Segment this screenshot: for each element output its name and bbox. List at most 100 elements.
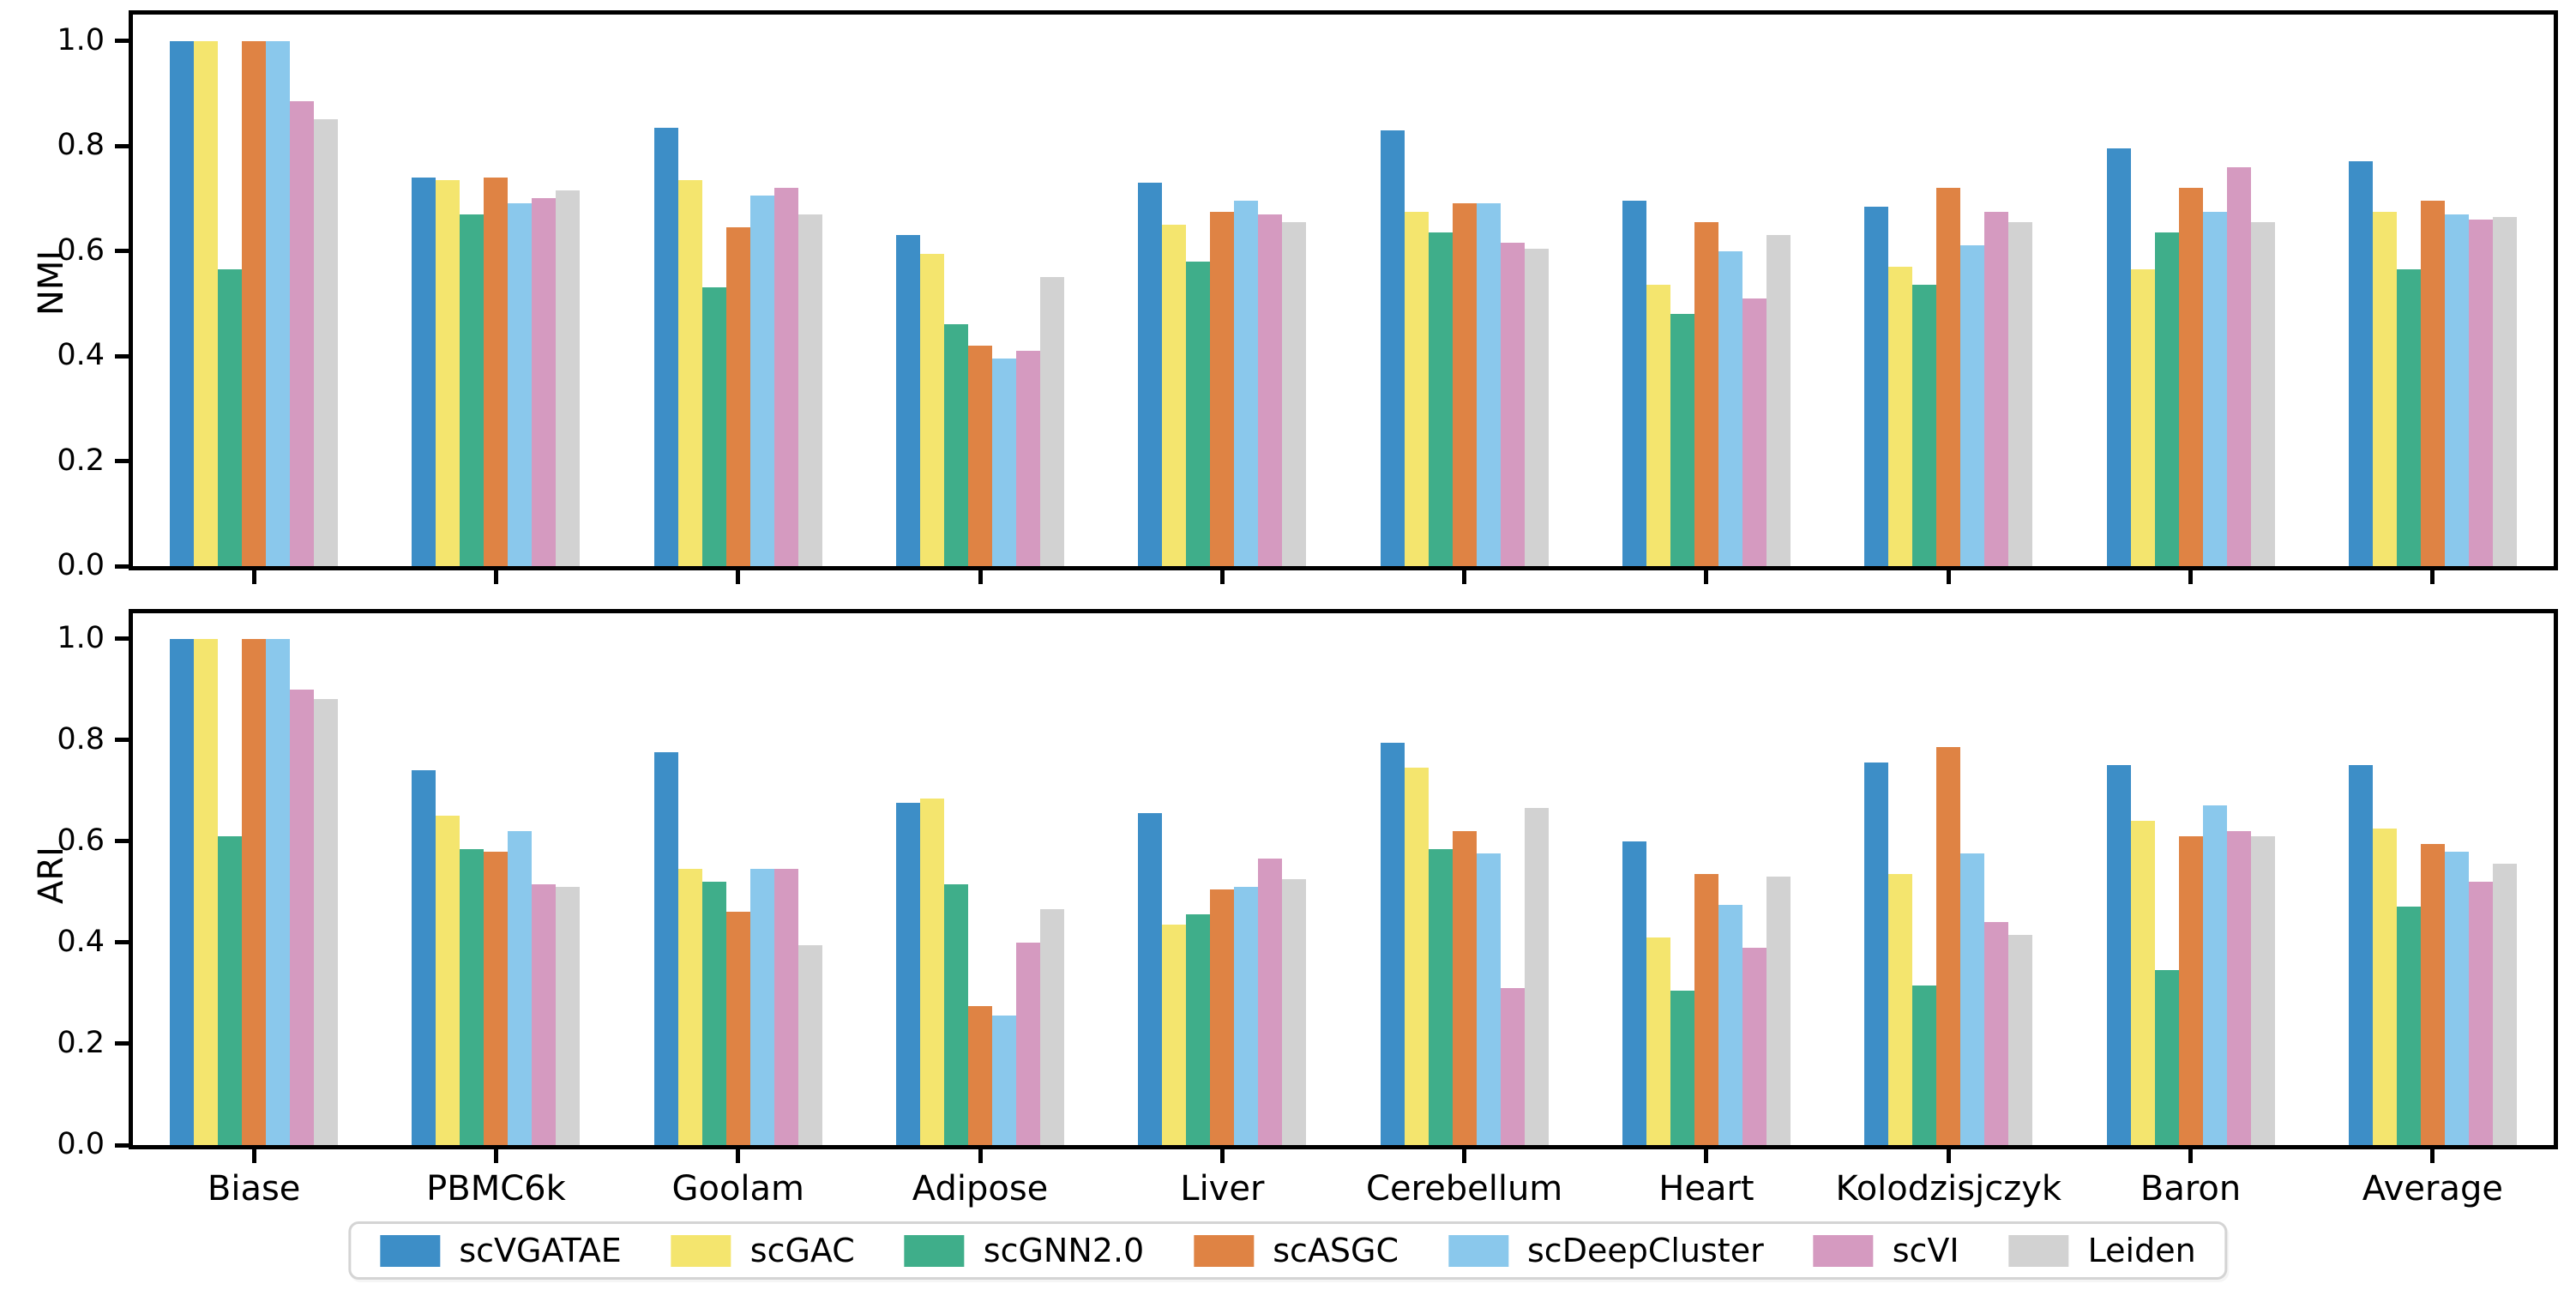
bar-scDeepCluster-Biase — [266, 638, 291, 1145]
bar-scASGC-Goolam — [725, 227, 750, 566]
legend-label: scGAC — [749, 1232, 855, 1269]
bar-scASGC-Liver — [1210, 889, 1235, 1145]
bar-scGNN2.0-Cerebellum — [1428, 848, 1453, 1145]
x-tick-mark — [978, 1149, 983, 1163]
bar-scDeepCluster-Cerebellum — [1476, 853, 1501, 1145]
bar-scDeepCluster-Liver — [1234, 886, 1259, 1145]
x-category-label-pbmc6k: PBMC6k — [426, 1169, 566, 1209]
bar-Leiden-Adipose — [1040, 909, 1065, 1145]
x-tick-mark — [736, 1149, 741, 1163]
bar-scDeepCluster-Average — [2444, 851, 2469, 1145]
bar-scASGC-Heart — [1694, 221, 1718, 566]
bar-scVI-Liver — [1258, 214, 1283, 566]
y-tick-label: 0.8 — [57, 721, 105, 757]
legend-swatch-icon — [2008, 1234, 2069, 1267]
bar-scGNN2.0-Baron — [2154, 970, 2179, 1145]
y-tick-mark — [115, 940, 129, 945]
bar-scDeepCluster-Kolodzisjczyk — [1960, 245, 1985, 566]
bar-scASGC-Biase — [242, 40, 267, 566]
y-tick-mark — [115, 39, 129, 44]
y-tick-label: 0.6 — [57, 232, 105, 268]
bar-scDeepCluster-Biase — [266, 40, 291, 566]
bar-scGAC-Goolam — [677, 869, 702, 1145]
nmi-panel — [129, 10, 2558, 570]
bar-scVI-Liver — [1258, 859, 1283, 1145]
legend-swatch-icon — [1813, 1234, 1874, 1267]
x-tick-mark — [2430, 570, 2435, 584]
bar-scGNN2.0-Cerebellum — [1428, 232, 1453, 566]
bar-scDeepCluster-Goolam — [749, 869, 774, 1145]
bar-scDeepCluster-Baron — [2202, 211, 2227, 566]
legend-item-scdeepcluster: scDeepCluster — [1448, 1234, 1764, 1267]
bar-scVI-PBMC6k — [532, 198, 557, 566]
bar-scVI-Adipose — [1016, 942, 1041, 1145]
bar-scVI-Adipose — [1016, 350, 1041, 566]
y-tick-mark — [115, 839, 129, 844]
bar-scVGATAE-Biase — [170, 40, 195, 566]
x-tick-mark — [1219, 1149, 1225, 1163]
bar-scVI-Baron — [2226, 166, 2251, 566]
bar-scVGATAE-Kolodzisjczyk — [1864, 763, 1889, 1145]
x-category-label-heart: Heart — [1658, 1169, 1754, 1209]
x-category-label-liver: Liver — [1180, 1169, 1265, 1209]
legend-item-scvgatae: scVGATAE — [380, 1232, 622, 1269]
bar-scGAC-Adipose — [920, 798, 945, 1145]
bar-scASGC-Average — [2420, 843, 2445, 1145]
x-category-label-goolam: Goolam — [671, 1169, 805, 1209]
bar-Leiden-Cerebellum — [1524, 808, 1549, 1145]
legend-swatch-icon — [671, 1234, 731, 1267]
bar-scGAC-Average — [2372, 211, 2397, 566]
bar-scVGATAE-Goolam — [653, 127, 678, 566]
bar-scVI-Heart — [1742, 298, 1766, 566]
legend-label: scGNN2.0 — [983, 1232, 1145, 1269]
bar-scVGATAE-Heart — [1622, 201, 1646, 566]
bar-Leiden-Baron — [2250, 835, 2275, 1145]
bar-scASGC-Baron — [2178, 188, 2203, 566]
bar-scVI-Heart — [1742, 947, 1766, 1145]
bar-scGAC-Liver — [1162, 925, 1187, 1145]
legend-label: scVGATAE — [459, 1232, 622, 1269]
bar-scVI-Goolam — [773, 869, 798, 1145]
bar-scASGC-Liver — [1210, 211, 1235, 566]
x-category-label-kolodzisjczyk: Kolodzisjczyk — [1835, 1169, 2062, 1209]
x-category-label-average: Average — [2362, 1169, 2503, 1209]
x-category-label-biase: Biase — [207, 1169, 301, 1209]
bar-scGNN2.0-PBMC6k — [460, 214, 485, 566]
x-tick-mark — [1946, 570, 1951, 584]
legend-swatch-icon — [1194, 1234, 1255, 1267]
bar-scVI-Kolodzisjczyk — [1984, 922, 2009, 1145]
bar-scVI-Average — [2468, 881, 2493, 1145]
bar-scGAC-Cerebellum — [1404, 211, 1429, 566]
bar-scGNN2.0-Liver — [1186, 261, 1211, 566]
x-tick-mark — [1704, 570, 1709, 584]
x-tick-mark — [2188, 1149, 2194, 1163]
y-tick-label: 1.0 — [57, 22, 105, 57]
bar-scVGATAE-Kolodzisjczyk — [1864, 206, 1889, 566]
bar-scGAC-Biase — [194, 40, 219, 566]
bar-scGNN2.0-Goolam — [701, 881, 726, 1145]
bar-scGNN2.0-Biase — [218, 835, 243, 1145]
legend-swatch-icon — [1448, 1234, 1509, 1267]
bar-scGNN2.0-Kolodzisjczyk — [1912, 986, 1937, 1145]
legend-label: Leiden — [2087, 1232, 2196, 1269]
bar-Leiden-Kolodzisjczyk — [2008, 934, 2033, 1145]
bar-scASGC-Cerebellum — [1452, 830, 1477, 1145]
bar-scVGATAE-Liver — [1138, 182, 1163, 566]
bar-scVGATAE-Biase — [170, 638, 195, 1145]
bar-scGNN2.0-Baron — [2154, 232, 2179, 566]
bar-scDeepCluster-Heart — [1718, 250, 1742, 566]
legend-swatch-icon — [380, 1234, 441, 1267]
x-tick-mark — [1704, 1149, 1709, 1163]
bar-Leiden-Cerebellum — [1524, 248, 1549, 566]
bar-scDeepCluster-PBMC6k — [508, 203, 533, 566]
y-tick-label: 0.0 — [57, 1127, 105, 1161]
legend-item-scvi: scVI — [1813, 1234, 1959, 1267]
bar-scVGATAE-Average — [2348, 765, 2373, 1145]
y-tick-label: 0.2 — [57, 1025, 105, 1060]
bar-scASGC-Kolodzisjczyk — [1936, 747, 1961, 1145]
bar-Leiden-Liver — [1282, 879, 1307, 1145]
bar-scGAC-Adipose — [920, 253, 945, 566]
bar-scVGATAE-PBMC6k — [412, 770, 436, 1145]
bar-scGNN2.0-Adipose — [944, 324, 969, 566]
bar-scGAC-Cerebellum — [1404, 768, 1429, 1145]
